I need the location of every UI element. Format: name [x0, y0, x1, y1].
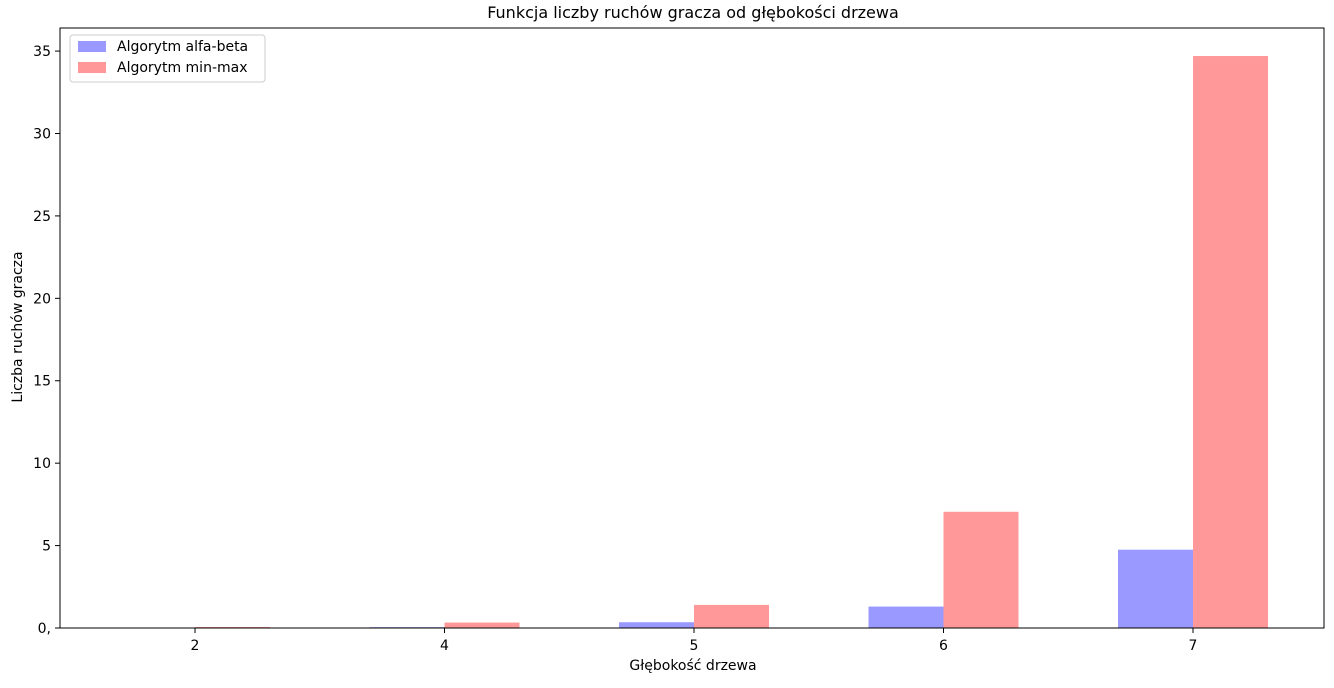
x-tick-label-7: 7	[1189, 638, 1198, 654]
y-tick-label-25: 25	[33, 209, 51, 225]
legend-swatch-alfa-beta	[78, 41, 106, 52]
bar-alfa-beta-6	[869, 607, 944, 628]
legend-label-min-max: Algorytm min-max	[117, 60, 248, 76]
x-tick-label-6: 6	[939, 638, 948, 654]
bar-min-max-4	[445, 623, 520, 628]
bar-alfa-beta-7	[1118, 550, 1193, 628]
y-tick-label-20: 20	[33, 291, 51, 307]
y-axis-label: Liczba ruchów gracza	[10, 251, 26, 402]
y-tick-label-30: 30	[33, 126, 51, 142]
bar-min-max-5	[694, 605, 769, 628]
chart-title: Funkcja liczby ruchów gracza od głębokoś…	[487, 3, 899, 22]
y-tick-label-0: 0,	[38, 621, 51, 637]
y-tick-label-5: 5	[42, 539, 51, 555]
bar-min-max-6	[944, 512, 1019, 628]
legend-label-alfa-beta: Algorytm alfa-beta	[117, 39, 248, 55]
x-tick-label-5: 5	[690, 638, 699, 654]
legend: Algorytm alfa-beta Algorytm min-max	[70, 35, 265, 82]
y-tick-label-35: 35	[33, 44, 51, 60]
plot-frame	[60, 28, 1324, 628]
y-tick-label-15: 15	[33, 374, 51, 390]
x-tick-label-4: 4	[440, 638, 449, 654]
plot-area: 0, 5 10 15 20 25 30 35 2 4 5 6 7	[33, 28, 1324, 654]
legend-swatch-min-max	[78, 62, 106, 73]
bar-min-max-7	[1193, 56, 1268, 628]
x-axis-label: Głębokość drzewa	[629, 658, 756, 674]
bar-alfa-beta-5	[619, 622, 694, 628]
y-tick-label-10: 10	[33, 456, 51, 472]
x-tick-label-2: 2	[191, 638, 200, 654]
